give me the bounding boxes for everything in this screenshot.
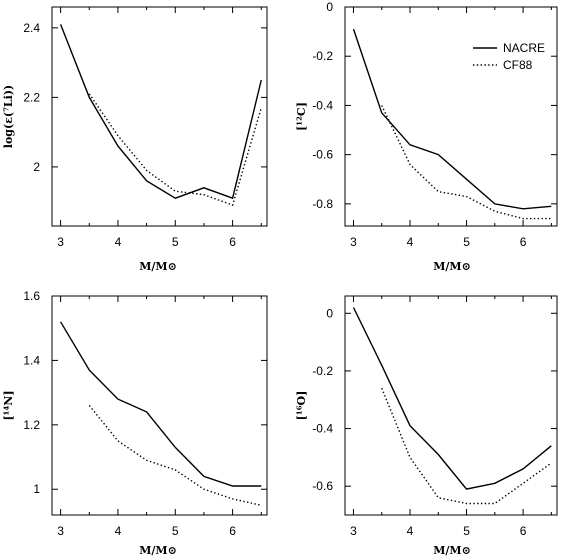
legend: NACRE CF88 <box>473 41 545 72</box>
x-tick-label: 4 <box>115 524 122 538</box>
y-tick-label: 2.2 <box>23 90 40 104</box>
x-tick-label: 5 <box>463 524 470 538</box>
y-tick-label: -0.8 <box>312 197 333 211</box>
series-line-cf88 <box>381 387 552 505</box>
y-axis-label: [¹²C] <box>295 102 308 131</box>
plot-frame <box>344 295 558 516</box>
panel-n14: 3 4 5 6 1 1.2 1.4 1.6 M/M⊙ [¹⁴N] <box>2 289 268 557</box>
plot-frame <box>51 6 268 227</box>
plot-frame <box>51 295 268 516</box>
y-tick-label: -0.2 <box>312 49 333 63</box>
series-line-nacre <box>352 28 552 210</box>
legend-label-nacre: NACRE <box>503 41 545 55</box>
plot-frame <box>344 6 558 227</box>
x-tick-label: 3 <box>57 235 64 249</box>
y-tick-label: 1 <box>33 482 40 496</box>
series-line-nacre <box>352 307 552 490</box>
y-tick-label: 2.4 <box>23 21 40 35</box>
x-tick-label: 5 <box>172 235 179 249</box>
x-tick-label: 3 <box>350 235 357 249</box>
y-tick-label: -0.6 <box>312 148 333 162</box>
y-tick-label: -0.2 <box>312 364 333 378</box>
y-tick-label: -0.6 <box>312 479 333 493</box>
y-tick-label: 1.2 <box>23 418 40 432</box>
y-tick-label: 0 <box>326 306 333 320</box>
y-axis-label: [¹⁶O] <box>295 391 308 421</box>
y-tick-label: -0.4 <box>312 422 333 436</box>
x-tick-label: 6 <box>229 235 236 249</box>
series-line-cf88 <box>88 93 262 207</box>
y-tick-label: 0 <box>326 0 333 14</box>
series-line-nacre <box>59 24 262 200</box>
panel-o16: 3 4 5 6 0 -0.2 -0.4 -0.6 M/M⊙ [¹⁶O] <box>295 295 558 557</box>
x-tick-label: 5 <box>172 524 179 538</box>
y-tick-label: 1.4 <box>23 353 40 367</box>
series-line-nacre <box>59 321 262 487</box>
x-tick-label: 3 <box>57 524 64 538</box>
x-tick-label: 4 <box>407 524 414 538</box>
y-tick-label: 1.6 <box>23 289 40 303</box>
legend-label-cf88: CF88 <box>503 58 533 72</box>
x-tick-label: 6 <box>520 235 527 249</box>
y-tick-label: -0.4 <box>312 98 333 112</box>
x-tick-label: 3 <box>350 524 357 538</box>
x-tick-label: 6 <box>229 524 236 538</box>
x-tick-label: 4 <box>115 235 122 249</box>
panel-c12: 3 4 5 6 0 -0.2 -0.4 -0.6 -0.8 M/M⊙ [¹²C] <box>295 0 558 273</box>
x-axis-label: M/M⊙ <box>433 260 471 273</box>
y-axis-label: [¹⁴N] <box>2 390 15 420</box>
x-tick-label: 5 <box>463 235 470 249</box>
panel-li: 3 4 5 6 2 2.2 2.4 M/M⊙ log(ε(⁷Li)) <box>2 6 268 273</box>
x-tick-label: 6 <box>520 524 527 538</box>
x-axis-label: M/M⊙ <box>139 260 177 273</box>
series-line-cf88 <box>381 105 552 220</box>
y-axis-label: log(ε(⁷Li)) <box>2 85 15 148</box>
x-axis-label: M/M⊙ <box>433 544 471 557</box>
x-tick-label: 4 <box>407 235 414 249</box>
series-line-cf88 <box>88 405 262 506</box>
x-axis-label: M/M⊙ <box>139 544 177 557</box>
y-tick-label: 2 <box>33 160 40 174</box>
